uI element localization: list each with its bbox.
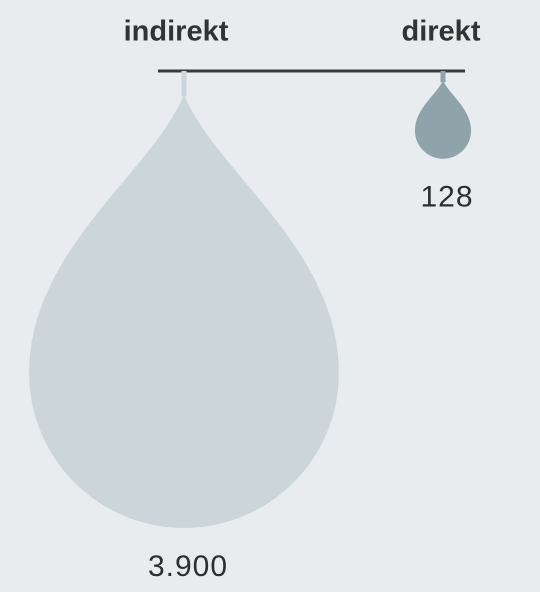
drop xyxy=(29,94,339,528)
category-label: direkt xyxy=(402,16,481,48)
category-label: indirekt xyxy=(124,16,229,48)
drop-stem xyxy=(440,71,446,83)
drop-stem xyxy=(181,71,187,97)
drop xyxy=(414,80,472,159)
value-label: 3.900 xyxy=(148,550,228,583)
value-label: 128 xyxy=(420,181,473,214)
